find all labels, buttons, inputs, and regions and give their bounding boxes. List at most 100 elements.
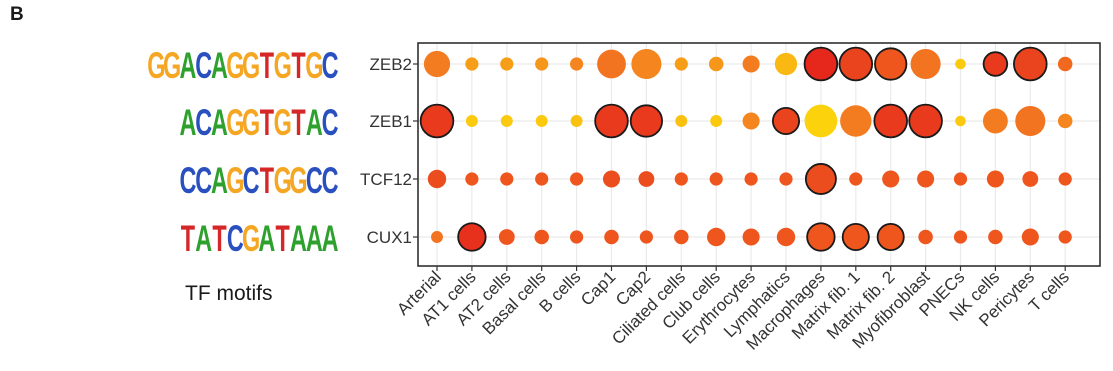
dot-zeb1-cap2 [629, 104, 664, 138]
dot-zeb1-erythrocytes [742, 112, 760, 130]
dot-zeb2-at1-cells [465, 57, 479, 71]
dot-zeb1-cap1 [594, 103, 629, 139]
dot-tcf12-at2-cells [500, 172, 514, 186]
motif-letter: A [211, 44, 228, 86]
dot-tcf12-t-cells [1058, 172, 1072, 186]
motif-logo-cux1: T A T CGA T AAA [181, 217, 339, 259]
dot-tcf12-matrix-fib-2 [882, 170, 900, 188]
dot-zeb2-t-cells [1057, 56, 1073, 72]
dot-zeb2-matrix-fib-2 [874, 47, 908, 81]
column-label: Cap1 [577, 267, 619, 309]
dot-tcf12-basal-cells [535, 172, 549, 186]
motif-letter: T [181, 217, 195, 259]
dot-zeb1-arterial [419, 103, 455, 139]
motif-letter: A [306, 101, 323, 143]
dot-tcf12-arterial [427, 169, 447, 189]
dot-tcf12-matrix-fib-1 [849, 172, 863, 186]
motif-letter: C [306, 159, 323, 201]
dot-cux1-macrophages [806, 222, 836, 252]
dot-zeb1-nk-cells [982, 108, 1008, 134]
dot-zeb1-club-cells [710, 115, 723, 127]
row-label-cux1: CUX1 [367, 228, 412, 247]
motif-letter: A [195, 217, 212, 259]
dot-cux1-b-cells [570, 230, 584, 244]
motif-letter: G [305, 44, 323, 86]
row-label-tcf12: TCF12 [360, 170, 412, 189]
dot-zeb2-nk-cells [982, 51, 1009, 77]
dot-cux1-cap1 [604, 229, 619, 245]
motif-letter: G [242, 101, 260, 143]
dot-zeb2-pericytes [1013, 46, 1048, 82]
motif-letter: A [211, 101, 228, 143]
dot-tcf12-pericytes [1022, 171, 1039, 187]
dot-tcf12-erythrocytes [744, 172, 758, 186]
dot-zeb1-myofibroblast [908, 103, 943, 139]
dot-zeb1-basal-cells [535, 115, 548, 127]
dot-tcf12-macrophages [804, 163, 837, 195]
dot-tcf12-at1-cells [465, 172, 479, 186]
dot-zeb1-matrix-fib-1 [840, 105, 872, 137]
motif-letter: G [289, 159, 307, 201]
motif-letter: G [226, 101, 244, 143]
dot-zeb2-at2-cells [500, 57, 514, 71]
dot-cux1-myofibroblast [918, 229, 933, 245]
motif-letter: C [195, 159, 212, 201]
motif-letter: G [242, 44, 260, 86]
dot-tcf12-cap2 [638, 171, 655, 187]
dot-tcf12-cap1 [602, 170, 621, 188]
motif-letter: A [322, 217, 339, 259]
dot-zeb2-matrix-fib-1 [838, 46, 874, 82]
dot-zeb1-pericytes [1015, 105, 1046, 137]
motif-letter: T [291, 101, 305, 143]
motif-letter: A [211, 159, 228, 201]
motif-letter: C [243, 159, 260, 201]
motif-letter: G [226, 44, 244, 86]
motif-letter: G [147, 44, 165, 86]
motif-letter: T [260, 44, 274, 86]
dot-zeb2-myofibroblast [910, 48, 941, 80]
motif-letter: C [227, 217, 244, 259]
motif-letter: C [322, 101, 339, 143]
motif-letter: T [260, 159, 274, 201]
motif-letter: G [163, 44, 181, 86]
dot-cux1-club-cells [707, 227, 726, 247]
dot-cux1-erythrocytes [742, 228, 760, 246]
dot-zeb2-ciliated-cells [674, 57, 688, 71]
dot-zeb1-at2-cells [500, 115, 513, 127]
motif-letter: A [179, 101, 196, 143]
row-label-zeb1: ZEB1 [369, 112, 412, 131]
dot-cux1-at1-cells [457, 222, 487, 252]
dot-cux1-at2-cells [498, 229, 515, 245]
dot-cux1-pnecs [953, 230, 968, 244]
dot-zeb1-macrophages [804, 104, 838, 138]
motif-letter: G [226, 159, 244, 201]
motif-letter: G [274, 159, 292, 201]
motif-letter: G [274, 101, 292, 143]
motif-letter: C [179, 159, 196, 201]
dot-tcf12-ciliated-cells [674, 172, 688, 186]
dot-zeb1-b-cells [570, 115, 583, 127]
panel-label: B [10, 4, 24, 25]
dot-cux1-lymphatics [776, 227, 796, 247]
motif-letter: T [260, 101, 274, 143]
motif-letter: G [242, 217, 260, 259]
dot-zeb2-pnecs [955, 58, 966, 70]
dots [419, 46, 1073, 252]
dot-tcf12-lymphatics [779, 172, 793, 186]
dot-zeb2-b-cells [570, 57, 584, 71]
row-label-zeb2: ZEB2 [369, 55, 412, 74]
dot-tcf12-club-cells [709, 172, 723, 186]
dot-tcf12-myofibroblast [917, 170, 935, 188]
dot-zeb1-lymphatics [772, 107, 801, 136]
motif-letter: G [274, 44, 292, 86]
dot-zeb1-pnecs [955, 115, 966, 127]
dot-zeb1-matrix-fib-2 [873, 103, 908, 139]
motif-letter: A [179, 44, 196, 86]
dot-zeb2-arterial [423, 50, 451, 78]
dot-cux1-t-cells [1058, 230, 1072, 244]
